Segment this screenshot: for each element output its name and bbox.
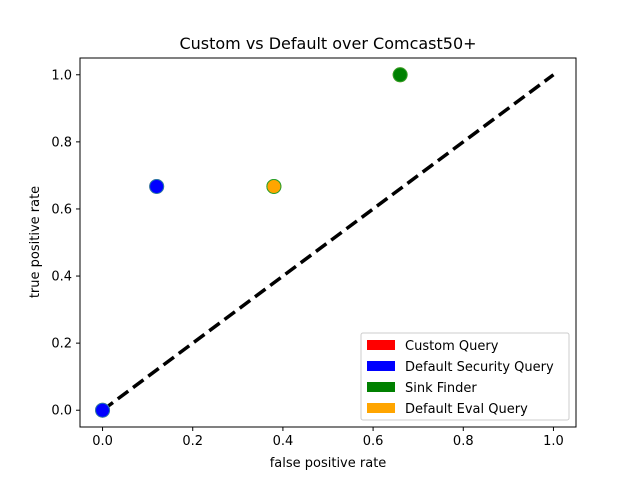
x-tick-label: 0.2 (182, 434, 203, 449)
y-tick-label: 1.0 (51, 68, 72, 83)
x-axis-label: false positive rate (270, 456, 387, 471)
axes-frame (79, 57, 577, 428)
legend-box (360, 332, 570, 421)
x-tick-label: 0.8 (453, 434, 474, 449)
x-tick-label: 1.0 (543, 434, 564, 449)
legend-swatch-default-eval-query (367, 403, 395, 413)
y-tick-label: 0.0 (51, 404, 72, 419)
y-tick-label: 0.4 (51, 270, 72, 285)
legend-label-custom-query: Custom Query (405, 339, 499, 354)
y-axis-label: true positive rate (28, 186, 43, 298)
diagonal-reference-line (101, 73, 555, 412)
plot-area: 0.0 0.2 0.4 0.6 0.8 1.0 0.0 0.2 0.4 0.6 0.8 1.0 (51, 57, 577, 449)
data-point-default-eval-query (266, 178, 282, 194)
legend-label-default-security-query: Default Security Query (405, 360, 554, 375)
legend-swatch-default-security-query (367, 361, 395, 371)
x-tick-label: 0.4 (273, 434, 294, 449)
x-tick-label: 0.0 (92, 434, 113, 449)
y-tick-label: 0.8 (51, 135, 72, 150)
legend-label-default-eval-query: Default Eval Query (405, 402, 528, 417)
legend-swatch-custom-query (367, 340, 395, 350)
chart-title: Custom vs Default over Comcast50+ (179, 34, 476, 53)
y-tick-label: 0.6 (51, 202, 72, 217)
legend-label-sink-finder: Sink Finder (405, 381, 477, 396)
data-point-default-security-query (149, 178, 165, 194)
legend: Custom Query Default Security Query Sink F… (360, 332, 570, 421)
y-tick-label: 0.2 (51, 337, 72, 352)
data-point-sink-finder (392, 67, 408, 83)
x-tick-label: 0.6 (363, 434, 384, 449)
data-point-default-security-query (95, 402, 111, 418)
legend-swatch-sink-finder (367, 382, 395, 392)
